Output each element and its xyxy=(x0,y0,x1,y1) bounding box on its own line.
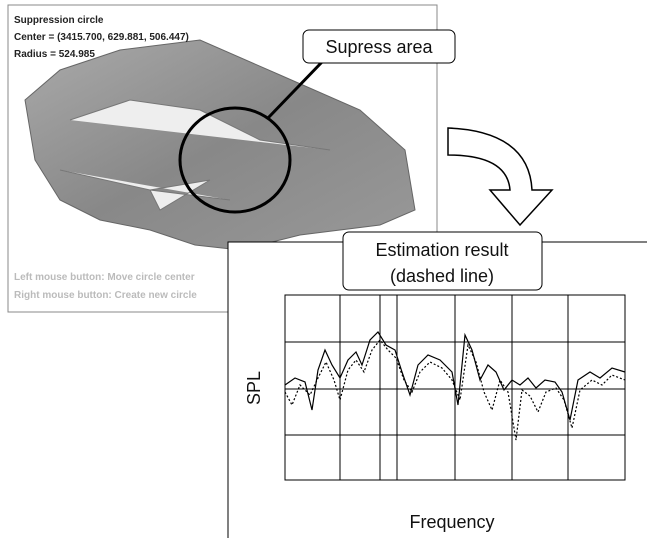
y-axis-label: SPL xyxy=(244,371,264,405)
figure: Suppression circle Center = (3415.700, 6… xyxy=(0,0,647,538)
radius-text: Radius = 524.985 xyxy=(14,49,95,60)
hint-left: Left mouse button: Move circle center xyxy=(14,272,195,283)
result-callout-line1: Estimation result xyxy=(375,240,508,260)
area-callout-text: Supress area xyxy=(325,37,433,57)
center-text: Center = (3415.700, 629.881, 506.447) xyxy=(14,32,189,43)
x-axis-label: Frequency xyxy=(409,512,494,532)
result-callout-line2: (dashed line) xyxy=(390,266,494,286)
flow-arrow xyxy=(448,128,552,225)
screenshot-title: Suppression circle xyxy=(14,15,104,26)
hint-right: Right mouse button: Create new circle xyxy=(14,290,197,301)
